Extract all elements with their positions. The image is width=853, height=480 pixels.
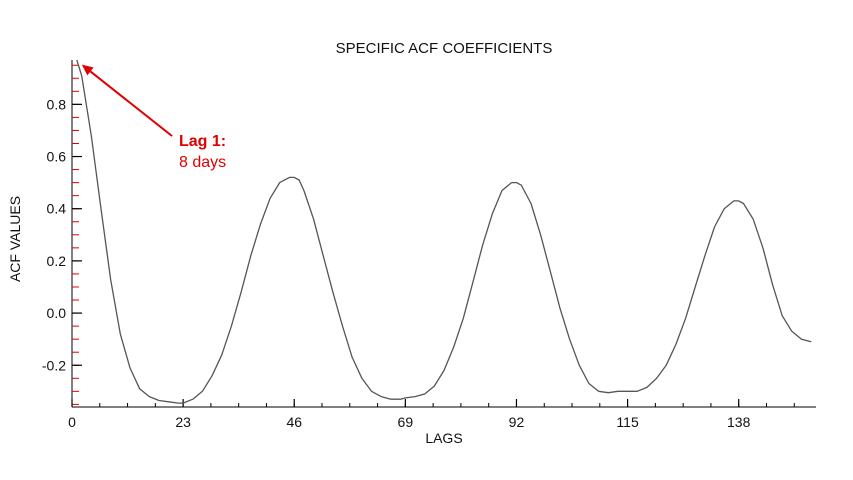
annotation-label-bold: Lag 1: (179, 133, 226, 150)
x-axis-title: LAGS (425, 430, 462, 446)
plot-area (76, 59, 812, 404)
y-axis-title: ACF VALUES (7, 196, 23, 282)
annotation-label: 8 days (179, 154, 226, 171)
annotation-group: Lag 1: 8 days (81, 64, 226, 171)
x-tick-label: 69 (398, 414, 414, 430)
x-tick-label: 23 (175, 414, 191, 430)
acf-series-line (76, 59, 812, 404)
x-tick-label: 46 (286, 414, 302, 430)
y-tick-label: 0.8 (47, 96, 67, 112)
x-tick-label: 92 (509, 414, 525, 430)
x-tick-label: 0 (68, 414, 76, 430)
y-tick-label: 0.2 (47, 253, 67, 269)
x-tick-label: 138 (727, 414, 751, 430)
chart-title: SPECIFIC ACF COEFFICIENTS (336, 40, 553, 57)
y-tick-label: 0.4 (47, 201, 67, 217)
y-tick-label: -0.2 (42, 357, 66, 373)
annotation-arrow-line (89, 70, 173, 137)
y-tick-label: 0.0 (47, 305, 67, 321)
annotation-arrow-head (81, 64, 94, 76)
y-tick-label: 0.6 (47, 149, 67, 165)
x-tick-label: 115 (616, 414, 639, 430)
axes-group: 0.8 0.6 0.4 0.2 0.0 -0.2 0 23 46 69 92 115 138 (42, 60, 816, 430)
